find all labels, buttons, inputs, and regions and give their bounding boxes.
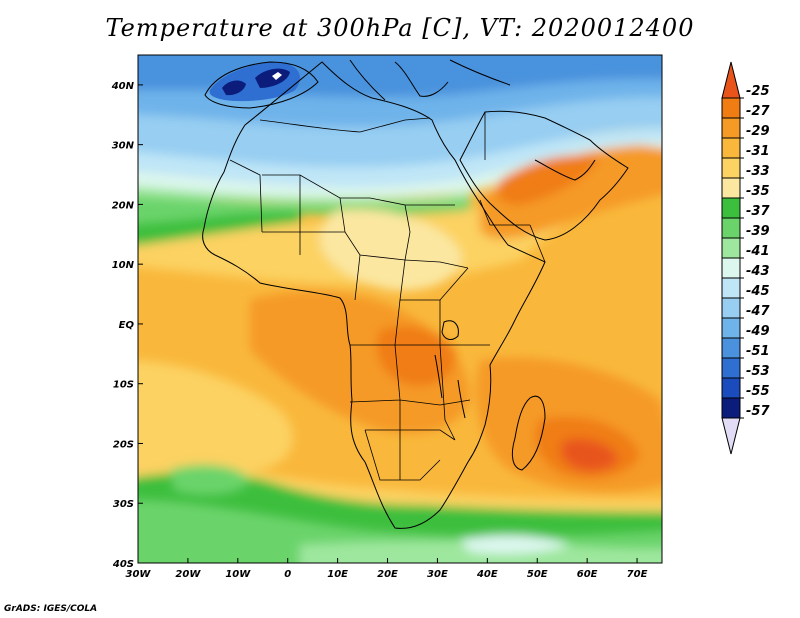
lon-tick-label: 30W [126, 569, 152, 580]
colorbar-legend: -25 -27 -29 -31 -33 -35 -37 -39 -41 -43 -45 -47 -49 -… [721, 61, 770, 455]
colorbar-label: -53 [746, 364, 770, 379]
colorbar-swatch [721, 277, 741, 299]
lat-tick-label: EQ [119, 320, 135, 331]
coastlines [202, 59, 629, 529]
colorbar-top-arrow [721, 61, 741, 99]
colorbar-label: -57 [746, 404, 770, 419]
lon-tick-label: 50E [527, 569, 548, 580]
latitude-axis: 40N 30N 20N 10N EQ 10S 20S 30S 40S [111, 81, 143, 570]
lon-tick-label: 0 [284, 569, 291, 580]
colorbar-swatch [721, 137, 741, 159]
colorbar-swatch [721, 317, 741, 339]
lat-tick-label: 40N [111, 81, 135, 92]
lat-tick-label: 30S [113, 499, 134, 510]
colorbar-swatch [721, 237, 741, 259]
colorbar-swatch [721, 217, 741, 239]
colorbar-label: -47 [746, 304, 770, 319]
lat-tick-label: 20N [112, 200, 135, 211]
colorbar-swatch [721, 257, 741, 279]
colorbar-label: -29 [746, 124, 770, 139]
lat-tick-label: 20S [113, 439, 134, 450]
colorbar-swatch [721, 197, 741, 219]
country-borders [229, 112, 546, 481]
colorbar-label: -37 [746, 204, 770, 219]
colorbar-swatch [721, 377, 741, 399]
longitude-axis: 30W 20W 10W 0 10E 20E 30E 40E 50E 60E 70E [126, 558, 648, 580]
colorbar-swatch [721, 157, 741, 179]
colorbar-label: -45 [746, 284, 770, 299]
colorbar-label: -51 [746, 344, 770, 359]
colorbar-label: -25 [746, 84, 770, 99]
lon-tick-label: 40E [476, 569, 498, 580]
colorbar-swatch [721, 337, 741, 359]
lon-tick-label: 30E [427, 569, 448, 580]
colorbar-label: -31 [746, 144, 770, 159]
lon-tick-label: 60E [577, 569, 598, 580]
lon-tick-label: 70E [627, 569, 648, 580]
lat-tick-label: 30N [112, 141, 135, 152]
colorbar-swatch [721, 97, 741, 119]
grads-credit: GrADS: IGES/COLA [4, 604, 98, 614]
colorbar-label: -49 [746, 324, 770, 339]
map-title: Temperature at 300hPa [C], VT: 202001240… [105, 14, 695, 42]
colorbar-label: -43 [746, 264, 770, 279]
colorbar-swatch [721, 177, 741, 199]
lat-tick-label: 40S [112, 559, 134, 570]
lon-tick-label: 20E [377, 569, 398, 580]
colorbar-swatch [721, 297, 741, 319]
plot-frame [137, 54, 663, 564]
temperature-field [138, 55, 662, 563]
lat-tick-label: 10N [112, 260, 135, 271]
colorbar-bottom-arrow [721, 417, 741, 455]
colorbar-label: -55 [746, 384, 770, 399]
colorbar-label: -27 [746, 104, 770, 119]
colorbar-swatch [721, 117, 741, 139]
lon-tick-label: 10W [225, 569, 251, 580]
lat-tick-label: 10S [113, 380, 134, 391]
colorbar-swatch [721, 357, 741, 379]
colorbar-label: -39 [746, 224, 770, 239]
lon-tick-label: 10E [327, 569, 348, 580]
colorbar-label: -35 [746, 184, 770, 199]
lon-tick-label: 20W [175, 569, 201, 580]
colorbar-label: -41 [746, 244, 770, 259]
colorbar-swatch [721, 397, 741, 419]
colorbar-label: -33 [746, 164, 770, 179]
